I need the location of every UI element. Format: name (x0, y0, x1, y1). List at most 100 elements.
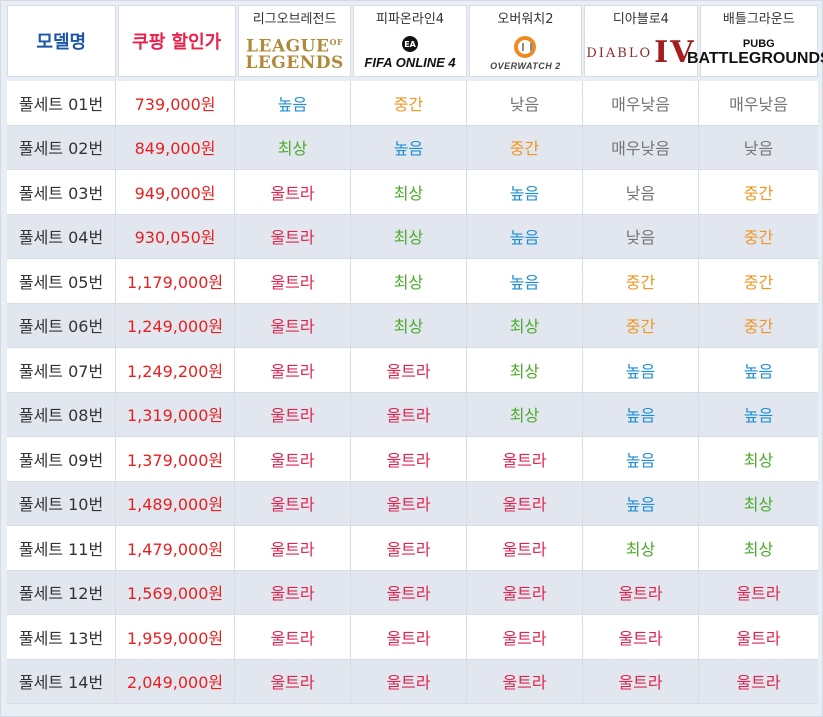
performance-cell: 울트라 (467, 526, 584, 570)
performance-cell: 중간 (583, 303, 700, 347)
table-row: 풀세트 10번 1,489,000원 울트라 울트라 울트라 높음 최상 (7, 481, 818, 526)
game-name-pubg: 배틀그라운드 (722, 12, 795, 27)
table-row: 풀세트 13번 1,959,000원 울트라 울트라 울트라 울트라 울트라 (7, 615, 818, 660)
performance-cell: 높음 (583, 437, 700, 481)
performance-cell: 최상 (351, 214, 468, 258)
performance-cell: 낮음 (743, 139, 774, 159)
lol-logo-of-text: OF (329, 36, 344, 47)
model-cell: 풀세트 04번 (7, 214, 117, 258)
table-row: 풀세트 12번 1,569,000원 울트라 울트라 울트라 울트라 울트라 (7, 570, 818, 615)
header-game-diablo: 디아블로4 DIABLO IV (584, 5, 698, 77)
model-cell: 풀세트 12번 (7, 570, 117, 614)
model-cell: 풀세트 11번 (7, 526, 117, 570)
pubg-logo-big-text: BATTLEGROUNDS (686, 50, 823, 67)
price-cell: 930,050원 (116, 214, 236, 258)
model-cell: 풀세트 07번 (7, 348, 117, 392)
performance-cell: 중간 (467, 125, 584, 169)
performance-cell: 울트라 (351, 437, 468, 481)
performance-cell: 최상 (351, 170, 468, 214)
performance-cell: 울트라 (351, 348, 468, 392)
performance-cell: 최상 (467, 392, 584, 436)
diablo-iv-mark: IV (654, 35, 696, 70)
performance-cell: 높음 (743, 406, 774, 426)
lol-logo-top-text: LEAGUE (246, 36, 330, 57)
model-cell: 풀세트 09번 (7, 437, 117, 481)
ea-badge-icon: EA (402, 36, 419, 52)
performance-cell: 울트라 (583, 615, 700, 659)
model-cell: 풀세트 08번 (7, 392, 117, 436)
performance-cell: 매우낮음 (729, 94, 788, 114)
table-row: 풀세트 07번 1,249,200원 울트라 울트라 최상 높음 높음 (7, 348, 818, 393)
fifa-online-4-logo-icon: EA FIFA ONLINE 4 (356, 34, 464, 72)
performance-cell: 높음 (351, 125, 468, 169)
performance-cell: 울트라 (235, 348, 352, 392)
price-cell: 2,049,000원 (116, 659, 236, 703)
performance-cell: 낮음 (583, 214, 700, 258)
price-cell: 1,249,000원 (116, 303, 236, 347)
header-game-fifa: 피파온라인4 EA FIFA ONLINE 4 (353, 5, 467, 77)
price-cell: 1,319,000원 (116, 392, 236, 436)
performance-cell: 울트라 (583, 659, 700, 703)
performance-cell: 높음 (583, 392, 700, 436)
performance-cell: 높음 (583, 481, 700, 525)
performance-cell: 중간 (351, 81, 468, 125)
model-cell: 풀세트 10번 (7, 481, 117, 525)
model-cell: 풀세트 03번 (7, 170, 117, 214)
performance-cell: 울트라 (736, 628, 781, 648)
performance-cell: 최상 (467, 348, 584, 392)
performance-cell: 울트라 (467, 615, 584, 659)
performance-cell: 높음 (235, 81, 352, 125)
performance-cell: 중간 (743, 272, 774, 292)
performance-cell: 울트라 (351, 392, 468, 436)
price-cell: 1,379,000원 (116, 437, 236, 481)
price-cell: 1,249,200원 (116, 348, 236, 392)
performance-cell: 최상 (467, 303, 584, 347)
table-row: 풀세트 08번 1,319,000원 울트라 울트라 최상 높음 높음 (7, 392, 818, 437)
diablo-logo-text: DIABLO (586, 45, 653, 61)
performance-cell: 중간 (743, 183, 774, 203)
table-row: 풀세트 03번 949,000원 울트라 최상 높음 낮음 중간 (7, 170, 818, 215)
price-cell: 739,000원 (116, 81, 236, 125)
game-name-diablo: 디아블로4 (612, 12, 669, 27)
performance-cell: 울트라 (467, 570, 584, 614)
performance-cell: 울트라 (351, 615, 468, 659)
table-row: 풀세트 06번 1,249,000원 울트라 최상 최상 중간 중간 (7, 303, 818, 348)
performance-cell: 최상 (743, 539, 774, 559)
table-row: 풀세트 14번 2,049,000원 울트라 울트라 울트라 울트라 울트라 (7, 659, 818, 704)
overwatch-emblem-icon (514, 35, 537, 58)
performance-cell: 최상 (743, 450, 774, 470)
performance-cell: 울트라 (467, 659, 584, 703)
performance-cell: 울트라 (736, 673, 781, 693)
performance-cell: 매우낮음 (583, 125, 700, 169)
table-row: 풀세트 02번 849,000원 최상 높음 중간 매우낮음 낮음 (7, 125, 818, 170)
performance-cell: 중간 (583, 259, 700, 303)
pubg-battlegrounds-logo-icon: PUBG BATTLEGROUNDS (687, 34, 823, 72)
performance-cell: 높음 (467, 259, 584, 303)
table-row: 풀세트 01번 739,000원 높음 중간 낮음 매우낮음 매우낮음 (7, 81, 818, 126)
price-cell: 1,959,000원 (116, 615, 236, 659)
performance-cell: 울트라 (235, 437, 352, 481)
performance-cell: 울트라 (351, 481, 468, 525)
performance-cell: 울트라 (235, 615, 352, 659)
performance-cell: 높음 (743, 361, 774, 381)
header-price-label: 쿠팡 할인가 (132, 32, 222, 53)
table-row: 풀세트 09번 1,379,000원 울트라 울트라 울트라 높음 최상 (7, 437, 818, 482)
fifa-logo-text: FIFA ONLINE 4 (364, 55, 456, 70)
overwatch-2-logo-icon: OVERWATCH 2 (471, 34, 579, 72)
performance-cell: 최상 (743, 495, 774, 515)
price-cell: 849,000원 (116, 125, 236, 169)
performance-cell: 울트라 (235, 170, 352, 214)
performance-cell: 최상 (235, 125, 352, 169)
model-cell: 풀세트 02번 (7, 125, 117, 169)
performance-cell: 울트라 (736, 584, 781, 604)
game-name-overwatch: 오버워치2 (497, 12, 554, 27)
performance-cell: 울트라 (467, 437, 584, 481)
model-cell: 풀세트 13번 (7, 615, 117, 659)
table-row: 풀세트 04번 930,050원 울트라 최상 높음 낮음 중간 (7, 214, 818, 259)
performance-cell: 울트라 (235, 392, 352, 436)
price-cell: 1,569,000원 (116, 570, 236, 614)
performance-cell: 울트라 (351, 570, 468, 614)
performance-cell: 높음 (467, 214, 584, 258)
lol-logo-bottom-text: LEGENDS (245, 53, 344, 74)
